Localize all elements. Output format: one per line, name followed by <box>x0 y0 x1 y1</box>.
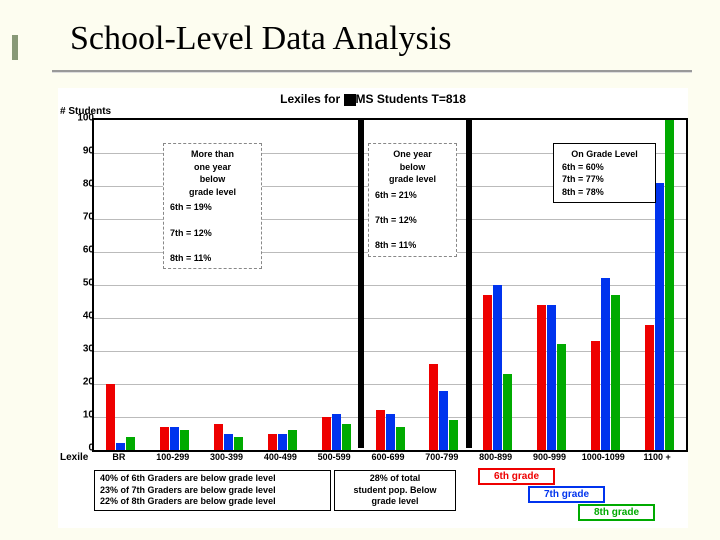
redacted-block-icon <box>344 94 356 106</box>
gridline <box>94 318 686 319</box>
bar-g7 <box>170 427 179 450</box>
bar-g7 <box>278 434 287 451</box>
bar-g7 <box>439 391 448 450</box>
x-tick: 900-999 <box>533 452 566 462</box>
bar-g7 <box>224 434 233 451</box>
note-heading: On Grade Level <box>562 148 647 161</box>
x-tick: 400-499 <box>264 452 297 462</box>
note-one-year-below: One year below grade level 6th = 21% 7th… <box>368 143 457 257</box>
footer-grade-below: 40% of 6th Graders are below grade level… <box>94 470 331 511</box>
y-tick: 90 <box>64 146 94 157</box>
footer-total-below: 28% of total student pop. Below grade le… <box>334 470 456 511</box>
footer-line: 22% of 8th Graders are below grade level <box>100 496 325 508</box>
bar-g8 <box>180 430 189 450</box>
note-heading: One year below grade level <box>375 148 450 186</box>
bar-g6 <box>322 417 331 450</box>
bar-g7 <box>655 183 664 450</box>
note-more-than-one-year-below: More than one year below grade level 6th… <box>163 143 262 269</box>
y-tick: 60 <box>64 245 94 256</box>
bar-g8 <box>288 430 297 450</box>
x-tick: 1000-1099 <box>582 452 625 462</box>
bar-g6 <box>160 427 169 450</box>
note-line: 6th = 19% <box>170 201 255 214</box>
y-tick: 20 <box>64 377 94 388</box>
y-tick: 50 <box>64 278 94 289</box>
footer-line: 40% of 6th Graders are below grade level <box>100 473 325 485</box>
x-tick: 300-399 <box>210 452 243 462</box>
bar-g6 <box>268 434 277 451</box>
gridline <box>94 285 686 286</box>
bar-g7 <box>601 278 610 450</box>
note-line: 7th = 12% <box>170 227 255 240</box>
note-line: 8th = 11% <box>170 252 255 265</box>
footer-line: student pop. Below <box>340 485 450 497</box>
chart-container: Lexiles for MS Students T=818 # Students… <box>58 88 688 528</box>
bar-g8 <box>342 424 351 450</box>
bar-g6 <box>214 424 223 450</box>
bar-g8 <box>234 437 243 450</box>
bar-g8 <box>557 344 566 450</box>
bar-g8 <box>503 374 512 450</box>
bar-g8 <box>449 420 458 450</box>
bar-g6 <box>429 364 438 450</box>
bar-g6 <box>106 384 115 450</box>
footer-line: 28% of total <box>340 473 450 485</box>
x-tick: 700-799 <box>425 452 458 462</box>
chart-title-pre: Lexiles for <box>280 92 340 106</box>
bar-g6 <box>591 341 600 450</box>
chart-title: Lexiles for MS Students T=818 <box>58 88 688 110</box>
bar-g7 <box>332 414 341 450</box>
footer-line: 23% of 7th Graders are below grade level <box>100 485 325 497</box>
bar-g8 <box>611 295 620 450</box>
bar-g7 <box>386 414 395 450</box>
title-divider <box>52 70 692 73</box>
x-tick: 600-699 <box>371 452 404 462</box>
legend-6th: 6th grade <box>478 468 555 485</box>
x-tick: 100-299 <box>156 452 189 462</box>
bar-g8 <box>126 437 135 450</box>
bar-g7 <box>547 305 556 450</box>
note-line: 7th = 12% <box>375 214 450 227</box>
y-tick: 10 <box>64 410 94 421</box>
note-line: 8th = 11% <box>375 239 450 252</box>
y-tick: 100 <box>64 113 94 124</box>
legend-8th: 8th grade <box>578 504 655 521</box>
bar-g6 <box>483 295 492 450</box>
note-line: 6th = 60% <box>562 161 647 174</box>
y-tick: 30 <box>64 344 94 355</box>
bar-g7 <box>116 443 125 450</box>
x-axis-label: Lexile <box>60 452 88 463</box>
legend-7th: 7th grade <box>528 486 605 503</box>
footer-line: grade level <box>340 496 450 508</box>
note-on-grade-level: On Grade Level 6th = 60% 7th = 77% 8th =… <box>553 143 656 203</box>
bar-g8 <box>396 427 405 450</box>
chart-title-post: MS Students T=818 <box>356 92 466 106</box>
bar-g7 <box>493 285 502 450</box>
separator <box>466 118 472 448</box>
y-tick: 0 <box>64 443 94 454</box>
bar-g6 <box>645 325 654 450</box>
x-tick: BR <box>112 452 125 462</box>
accent-bar <box>12 35 18 60</box>
y-tick: 80 <box>64 179 94 190</box>
note-line: 8th = 78% <box>562 186 647 199</box>
page-title: School-Level Data Analysis <box>70 20 451 58</box>
note-line: 7th = 77% <box>562 173 647 186</box>
y-tick: 40 <box>64 311 94 322</box>
bar-g6 <box>537 305 546 450</box>
bar-g8 <box>665 120 674 450</box>
note-heading: More than one year below grade level <box>170 148 255 198</box>
x-tick: 1100 + <box>643 452 670 462</box>
y-tick: 70 <box>64 212 94 223</box>
x-tick: 800-899 <box>479 452 512 462</box>
note-line: 6th = 21% <box>375 189 450 202</box>
separator <box>358 118 364 448</box>
x-tick: 500-599 <box>318 452 351 462</box>
bar-g6 <box>376 410 385 450</box>
